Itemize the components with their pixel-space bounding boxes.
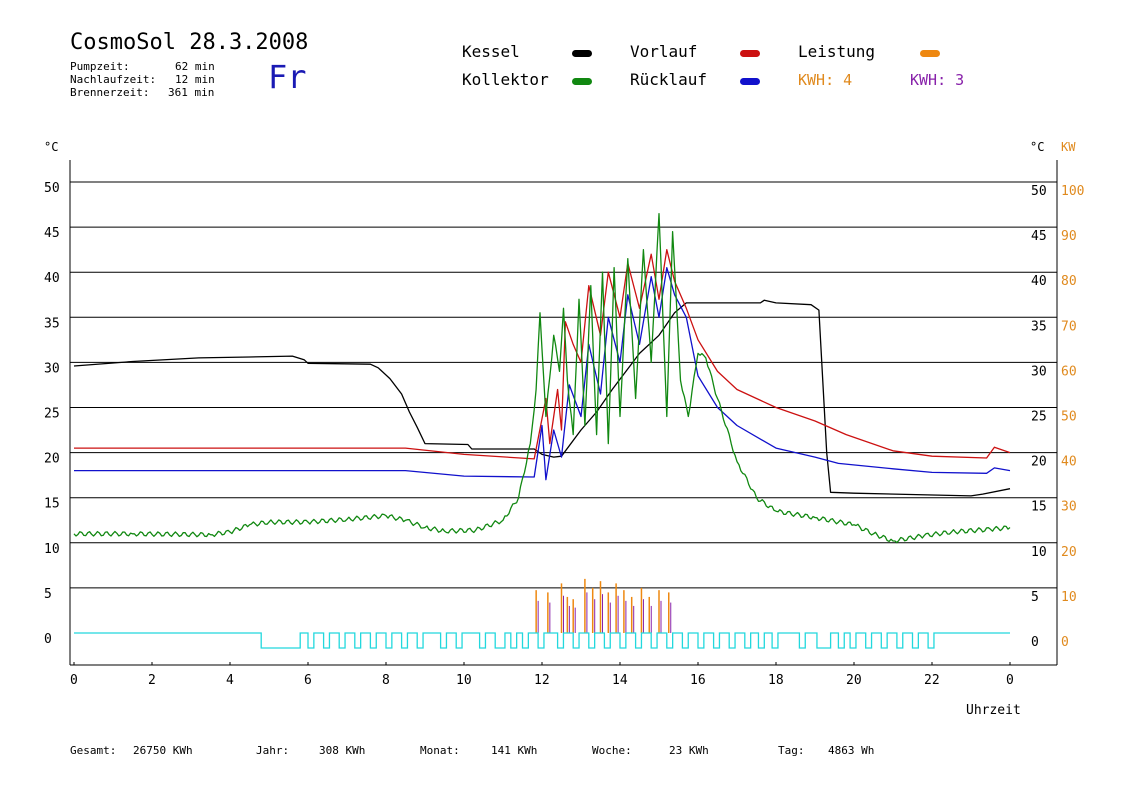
pump-signal-line [74,632,1010,649]
legend-ruecklauf-swatch [740,78,760,85]
right-axis-unit: °C [1030,140,1044,154]
y-tick-label-left: 0 [44,632,52,647]
leistung-bars [535,578,672,633]
footer-woche-value: 23 KWh [669,744,709,757]
x-tick-label: 8 [382,673,390,688]
y2-tick-label: 20 [1061,545,1077,560]
right-axis-kw-unit: KW [1061,140,1076,154]
footer-monat-value: 141 KWh [491,744,538,757]
weekday-label: Fr [268,58,307,96]
y-tick-label-right: 25 [1031,410,1047,425]
y2-tick-label: 60 [1061,364,1077,379]
x-tick-label: 14 [612,673,628,688]
x-tick-label: 0 [70,673,78,688]
y-tick-label-left: 45 [44,226,60,241]
x-tick-label: 2 [148,673,156,688]
y-tick-label-right: 40 [1031,274,1047,289]
legend-leistung-label: Leistung [798,42,876,61]
y2-tick-label: 70 [1061,319,1077,334]
brenner-time-label: Brennerzeit: [70,86,150,99]
y-tick-label-left: 25 [44,407,60,422]
y-tick-label-right: 50 [1031,184,1047,199]
footer-jahr-value: 308 KWh [319,744,366,757]
left-axis-unit: °C [44,140,58,154]
y-tick-label-right: 10 [1031,545,1047,560]
series-vorlauf-line [74,249,1011,460]
x-tick-label: 4 [226,673,234,688]
legend-kollektor-swatch [572,78,592,85]
y-tick-label-left: 20 [44,452,60,467]
y2-tick-label: 90 [1061,229,1077,244]
footer-gesamt-value: 26750 KWh [133,744,193,757]
legend-kessel-swatch [572,50,592,57]
chart-title: CosmoSol 28.3.2008 [70,30,309,55]
legend-kessel-label: Kessel [462,42,520,61]
x-tick-label: 6 [304,673,312,688]
series-lines [73,212,1011,544]
y-tick-label-left: 40 [44,271,60,286]
pump-time-value: 62 min [175,60,215,73]
y2-tick-label: 50 [1061,410,1077,425]
legend-ruecklauf-label: Rücklauf [630,70,708,89]
footer-tag-label: Tag: [778,744,805,757]
nachlauf-time-label: Nachlaufzeit: [70,73,157,86]
y2-tick-label: 80 [1061,274,1077,289]
legend-vorlauf-label: Vorlauf [630,42,698,61]
y-tick-label-left: 35 [44,316,60,331]
legend-kollektor-label: Kollektor [462,70,549,89]
y2-tick-label: 100 [1061,184,1084,199]
nachlauf-time-value: 12 min [175,73,215,86]
series-rcklauf-line [74,267,1011,481]
y-tick-label-left: 50 [44,181,60,196]
x-tick-label: 10 [456,673,472,688]
footer-monat-label: Monat: [420,744,460,757]
pump-time-label: Pumpzeit: [70,60,130,73]
footer-tag-value: 4863 Wh [828,744,875,757]
y-tick-label-right: 35 [1031,319,1047,334]
x-tick-label: 20 [846,673,862,688]
y-tick-label-right: 0 [1031,635,1039,650]
y-tick-label-left: 10 [44,542,60,557]
grid-lines [70,181,1057,589]
y-tick-label-left: 30 [44,361,60,376]
pump-signal [74,632,1010,649]
series-kollektor-line [73,212,1011,544]
footer-gesamt-label: Gesamt: [70,744,117,757]
y2-tick-label: 30 [1061,500,1077,515]
brenner-time-value: 361 min [168,86,215,99]
y-tick-label-right: 30 [1031,364,1047,379]
x-axis-label: Uhrzeit [966,703,1021,718]
y-tick-label-left: 15 [44,497,60,512]
y-tick-label-right: 5 [1031,590,1039,605]
x-tick-label: 12 [534,673,550,688]
x-tick-label: 22 [924,673,940,688]
footer-jahr-label: Jahr: [256,744,290,757]
legend-vorlauf-swatch [740,50,760,57]
x-tick-label: 18 [768,673,784,688]
legend-leistung-swatch [920,50,940,57]
kwh-orange-label: KWH: 4 [798,71,853,89]
y-tick-label-right: 20 [1031,455,1047,470]
y2-tick-label: 40 [1061,455,1077,470]
kwh-purple-label: KWH: 3 [910,71,965,89]
footer-woche-label: Woche: [592,744,632,757]
y2-tick-label: 10 [1061,590,1077,605]
y-tick-label-left: 5 [44,587,52,602]
y2-tick-label: 0 [1061,635,1069,650]
x-tick-label: 16 [690,673,706,688]
y-tick-label-right: 45 [1031,229,1047,244]
x-tick-label: 0 [1006,673,1014,688]
y-tick-label-right: 15 [1031,500,1047,515]
